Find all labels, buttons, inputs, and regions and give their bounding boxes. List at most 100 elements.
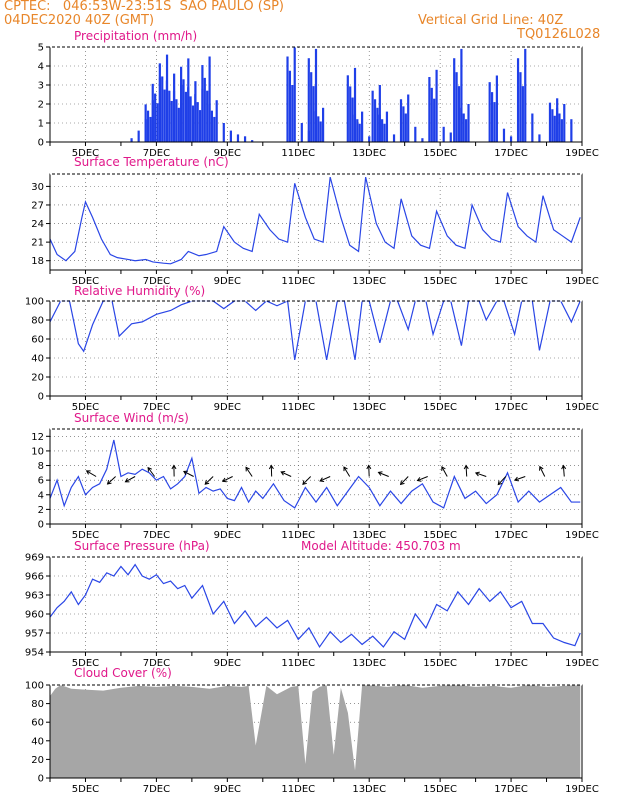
precip-bar — [163, 89, 166, 142]
precip-bar — [286, 56, 289, 142]
x-tick-label: 13DEC — [352, 530, 386, 541]
x-tick-label: 7DEC — [143, 784, 170, 795]
y-tick-label: 2 — [38, 100, 44, 111]
wind-arrow — [147, 467, 156, 477]
precip-bar — [493, 102, 496, 142]
y-tick-label: 12 — [31, 432, 44, 443]
precip-bar — [206, 90, 209, 142]
y-tick-label: 21 — [31, 238, 44, 249]
x-tick-label: 19DEC — [565, 402, 599, 413]
precip-bar — [495, 75, 498, 142]
precip-bar — [300, 123, 303, 142]
wind-arrow — [368, 465, 370, 477]
precip-bar — [307, 58, 310, 142]
wind-arrow — [562, 465, 565, 477]
precip-bar — [229, 130, 232, 142]
precip-bar — [201, 65, 204, 142]
x-tick-label: 15DEC — [423, 276, 457, 287]
y-tick-label: 1 — [38, 119, 44, 130]
x-tick-label: 13DEC — [352, 148, 386, 159]
precip-bar — [310, 72, 313, 142]
y-tick-label: 4 — [38, 490, 44, 501]
x-tick-label: 15DEC — [423, 658, 457, 669]
precip-bar — [291, 85, 294, 142]
precip-bar — [151, 83, 154, 142]
wind-arrow — [222, 476, 233, 482]
precip-bar — [460, 48, 463, 142]
precip-bar — [435, 69, 438, 142]
wind-arrow-head — [539, 465, 544, 471]
wind-arrow-head — [343, 466, 348, 472]
temp-line — [49, 176, 581, 265]
precip-bar — [407, 94, 410, 142]
y-tick-label: 18 — [31, 256, 44, 267]
x-tick-label: 9DEC — [214, 784, 241, 795]
station-info: CPTEC: 046:53W-23:51S SAO PAULO (SP) — [4, 0, 284, 14]
x-tick-label: 5DEC — [72, 784, 99, 795]
precip-bar — [172, 90, 176, 142]
x-tick-label: 15DEC — [423, 530, 457, 541]
x-tick-label: 15DEC — [423, 402, 457, 413]
wind-arrow-head — [221, 477, 227, 483]
y-tick-label: 80 — [31, 699, 44, 710]
precip-bar — [460, 107, 463, 142]
wind-arrow — [319, 476, 331, 482]
precip-bar — [314, 48, 318, 142]
precip-bar — [402, 106, 405, 142]
precip-bar — [553, 115, 556, 142]
wind-arrow-head — [474, 471, 480, 477]
precip-bar — [215, 100, 218, 142]
x-tick-label: 19DEC — [565, 784, 599, 795]
x-tick-label: 5DEC — [72, 148, 99, 159]
precip-bar — [570, 119, 573, 142]
precip-bar — [165, 80, 169, 142]
precip-bar — [421, 138, 424, 142]
x-tick-label: 11DEC — [281, 276, 315, 287]
rh-frame — [49, 300, 583, 397]
x-tick-label: 5DEC — [72, 276, 99, 287]
precip-bar — [563, 104, 566, 142]
precip-bar — [378, 114, 381, 142]
pressure-title: Surface Pressure (hPa) — [74, 539, 210, 553]
precip-bar — [208, 56, 211, 142]
precip-bar — [356, 119, 359, 142]
x-tick-label: 15DEC — [423, 784, 457, 795]
y-tick-label: 60 — [31, 335, 44, 346]
y-tick-label: 40 — [31, 354, 44, 365]
wind-arrow — [107, 476, 116, 485]
precip-bar — [251, 140, 254, 142]
x-tick-label: 17DEC — [494, 784, 528, 795]
precip-bar — [465, 119, 468, 142]
wind-arrow-head — [399, 480, 405, 486]
y-tick-label: 954 — [25, 648, 44, 659]
x-tick-label: 17DEC — [494, 658, 528, 669]
precip-bar — [177, 107, 180, 142]
wind-arrow-head — [245, 466, 250, 472]
wind-arrow-head — [319, 477, 325, 482]
precip-bar — [509, 136, 513, 142]
y-tick-label: 10 — [31, 446, 44, 457]
precip-bar — [449, 132, 452, 142]
wind-arrow — [497, 476, 507, 485]
precip-bar — [319, 121, 322, 142]
precip-bar — [137, 130, 140, 142]
wind-arrow-head — [183, 470, 188, 476]
run-time: 04DEC2020 40Z (GMT) — [4, 13, 155, 28]
x-tick-label: 5DEC — [72, 658, 99, 669]
precip-bar — [381, 119, 384, 142]
precip-bar — [161, 76, 164, 142]
precip-bar — [158, 63, 161, 143]
precip-bar — [210, 110, 213, 142]
precip-bar — [531, 113, 534, 142]
wind-arrow-head — [377, 471, 383, 476]
y-tick-label: 4 — [38, 62, 44, 73]
precip-bar — [189, 96, 192, 142]
x-tick-label: 19DEC — [565, 530, 599, 541]
y-tick-label: 957 — [25, 629, 44, 640]
x-tick-label: 19DEC — [565, 276, 599, 287]
precip-bar — [168, 90, 171, 142]
precip-bar — [293, 47, 296, 142]
temp-title: Surface Temperature (nC) — [74, 155, 229, 169]
cloud-title: Cloud Cover (%) — [74, 666, 172, 680]
